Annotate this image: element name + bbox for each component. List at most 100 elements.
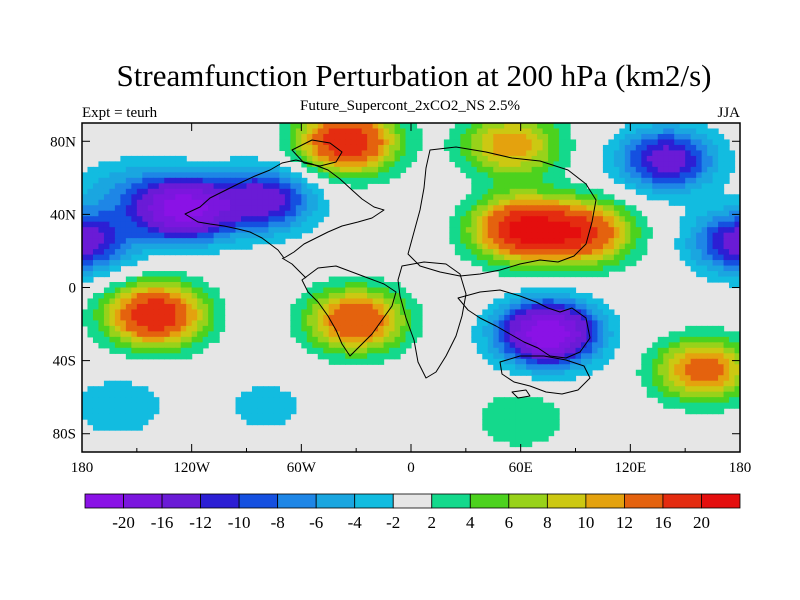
field-cell (323, 325, 330, 332)
field-cell (712, 139, 719, 146)
field-cell (526, 166, 533, 173)
field-cell (202, 161, 209, 168)
field-cell (290, 128, 297, 135)
field-cell (383, 177, 390, 184)
field-cell (317, 155, 324, 162)
field-cell (449, 216, 456, 223)
field-cell (219, 303, 226, 311)
field-cell (509, 128, 516, 135)
field-cell (613, 238, 620, 245)
field-cell (564, 243, 571, 250)
field-cell (334, 123, 341, 130)
field-cell (509, 320, 516, 327)
field-cell (591, 309, 599, 316)
field-cell (356, 298, 363, 305)
field-cell (575, 194, 582, 201)
field-cell (306, 287, 313, 294)
field-cell (257, 397, 264, 404)
field-cell (235, 243, 242, 250)
field-cell (690, 232, 697, 239)
field-cell (328, 139, 335, 146)
field-cell (564, 188, 571, 195)
field-cell (515, 331, 522, 338)
field-cell (685, 408, 692, 415)
field-cell (487, 177, 494, 184)
field-cell (103, 227, 111, 234)
field-cell (235, 210, 242, 217)
field-cell (454, 243, 461, 250)
field-cell (504, 342, 511, 349)
field-cell (465, 123, 472, 130)
field-cell (169, 309, 176, 316)
field-cell (213, 249, 220, 256)
field-cell (630, 128, 637, 135)
field-cell (460, 123, 467, 130)
field-cell (619, 155, 626, 162)
field-cell (690, 216, 697, 223)
field-cell (169, 232, 176, 239)
field-cell (509, 161, 516, 168)
field-cell (509, 435, 516, 442)
field-cell (131, 287, 138, 294)
field-cell (158, 336, 165, 343)
field-cell (125, 166, 132, 173)
field-cell (389, 292, 396, 300)
field-cell (405, 298, 412, 305)
field-cell (312, 282, 319, 289)
field-cell (405, 128, 412, 135)
field-cell (553, 364, 560, 371)
field-cell (548, 320, 555, 327)
field-cell (241, 408, 248, 415)
field-cell (652, 380, 659, 387)
field-cell (679, 128, 686, 135)
field-cell (268, 397, 275, 404)
field-cell (734, 358, 740, 365)
field-cell (114, 221, 121, 228)
field-cell (531, 435, 538, 442)
field-cell (131, 303, 138, 311)
field-cell (723, 161, 730, 168)
field-cell (641, 249, 648, 256)
field-cell (339, 336, 346, 343)
field-cell (597, 298, 604, 305)
field-cell (471, 155, 478, 162)
field-cell (586, 298, 593, 305)
field-cell (548, 260, 555, 267)
field-cell (729, 161, 736, 168)
field-cell (378, 172, 385, 179)
field-cell (219, 161, 226, 168)
field-cell (262, 172, 270, 179)
field-cell (317, 123, 324, 130)
field-cell (476, 177, 483, 184)
field-cell (153, 172, 160, 179)
field-cell (295, 177, 302, 184)
field-cell (202, 205, 209, 212)
field-cell (498, 150, 505, 157)
field-cell (400, 347, 407, 354)
field-cell (624, 123, 631, 130)
field-cell (131, 386, 138, 393)
field-cell (487, 210, 494, 217)
field-cell (570, 342, 577, 349)
field-cell (718, 232, 725, 239)
field-cell (608, 155, 615, 162)
field-cell (103, 325, 111, 332)
field-cell (712, 210, 719, 217)
field-cell (663, 166, 670, 173)
field-cell (668, 380, 675, 387)
field-cell (273, 419, 280, 426)
field-cell (718, 144, 725, 152)
field-cell (361, 123, 368, 130)
field-cell (383, 144, 390, 152)
field-cell (290, 309, 297, 316)
field-cell (262, 227, 270, 234)
field-cell (679, 364, 686, 371)
field-cell (504, 199, 511, 206)
field-cell (564, 303, 571, 311)
field-cell (526, 430, 533, 437)
field-cell (707, 358, 714, 365)
field-cell (657, 194, 664, 201)
field-cell (630, 216, 637, 223)
field-cell (520, 303, 527, 311)
field-cell (493, 205, 500, 212)
